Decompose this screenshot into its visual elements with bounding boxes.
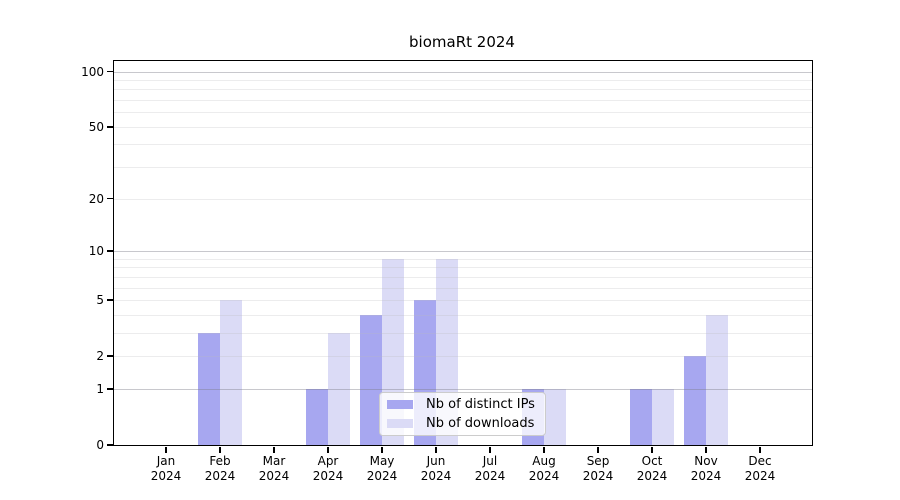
x-tick-label-jun: Jun 2024 xyxy=(420,454,452,483)
bar-distinct-ips-apr xyxy=(306,388,328,445)
y-tick-mark-10 xyxy=(106,250,113,252)
x-tick-label-jul: Jul 2024 xyxy=(474,454,506,483)
x-tick-label-nov: Nov 2024 xyxy=(690,454,722,483)
legend-swatch-downloads xyxy=(387,419,413,429)
x-tick-mark-jun xyxy=(435,446,437,453)
y-tick-label-50: 50 xyxy=(88,119,104,134)
x-tick-mark-oct xyxy=(651,446,653,453)
y-tick-label-100: 100 xyxy=(81,64,104,79)
bar-downloads-nov xyxy=(706,314,728,445)
x-tick-label-aug: Aug 2024 xyxy=(528,454,560,483)
x-tick-mark-jul xyxy=(489,446,491,453)
bar-downloads-aug xyxy=(544,388,566,445)
x-tick-mark-apr xyxy=(327,446,329,453)
bar-distinct-ips-may xyxy=(360,314,382,445)
y-tick-mark-100 xyxy=(106,70,113,73)
plot-area: 0 1 2 5 10 20 50 100 Jan 2024 Feb 2024 Mar 2024 Apr 202… xyxy=(81,60,813,484)
bar-distinct-ips-feb xyxy=(198,332,220,445)
y-tick-label-1: 1 xyxy=(96,381,104,396)
x-tick-label-sep: Sep 2024 xyxy=(582,454,614,483)
legend-label-downloads: Nb of downloads xyxy=(426,416,535,432)
y-tick-mark-20 xyxy=(106,197,113,200)
x-tick-mark-feb xyxy=(219,446,221,453)
x-tick-label-oct: Oct 2024 xyxy=(636,454,668,483)
legend-item-downloads: Nb of downloads xyxy=(387,416,537,433)
x-tick-label-dec: Dec 2024 xyxy=(744,454,776,483)
legend-label-distinct-ips: Nb of distinct IPs xyxy=(426,396,535,412)
y-tick-label-2: 2 xyxy=(96,349,104,364)
y-tick-label-20: 20 xyxy=(88,191,104,206)
bar-downloads-oct xyxy=(652,388,674,445)
bars-layer xyxy=(114,61,812,445)
legend-swatch-distinct-ips xyxy=(387,399,413,409)
x-tick-label-jan: Jan 2024 xyxy=(150,454,182,483)
x-tick-label-apr: Apr 2024 xyxy=(312,454,344,483)
bar-downloads-feb xyxy=(220,300,242,445)
y-tick-mark-2 xyxy=(106,355,113,357)
bar-distinct-ips-oct xyxy=(630,388,652,445)
legend: Nb of distinct IPs Nb of downloads xyxy=(379,392,546,436)
y-tick-mark-0 xyxy=(106,444,113,446)
x-tick-label-mar: Mar 2024 xyxy=(258,454,290,483)
x-tick-mark-aug xyxy=(543,446,545,453)
x-tick-mark-dec xyxy=(759,446,761,453)
y-tick-label-10: 10 xyxy=(88,243,104,258)
y-tick-mark-5 xyxy=(106,299,113,301)
x-tick-mark-jan xyxy=(165,446,167,453)
chart-title: biomaRt 2024 xyxy=(409,33,515,51)
x-tick-mark-sep xyxy=(597,446,599,453)
y-tick-mark-1 xyxy=(106,388,113,390)
legend-item-distinct-ips: Nb of distinct IPs xyxy=(387,396,537,413)
bar-downloads-apr xyxy=(328,332,350,445)
x-tick-label-feb: Feb 2024 xyxy=(204,454,236,483)
x-tick-mark-may xyxy=(381,446,383,453)
y-tick-label-0: 0 xyxy=(96,438,104,452)
y-tick-label-5: 5 xyxy=(96,292,104,307)
x-tick-mark-mar xyxy=(273,446,275,453)
ticks-layer: 0 1 2 5 10 20 50 100 Jan 2024 Feb 2024 Mar 2024 Apr 202… xyxy=(81,61,812,484)
bar-distinct-ips-nov xyxy=(684,356,706,445)
x-tick-label-may: May 2024 xyxy=(366,454,398,483)
y-tick-mark-50 xyxy=(106,126,113,128)
x-tick-mark-nov xyxy=(705,446,707,453)
